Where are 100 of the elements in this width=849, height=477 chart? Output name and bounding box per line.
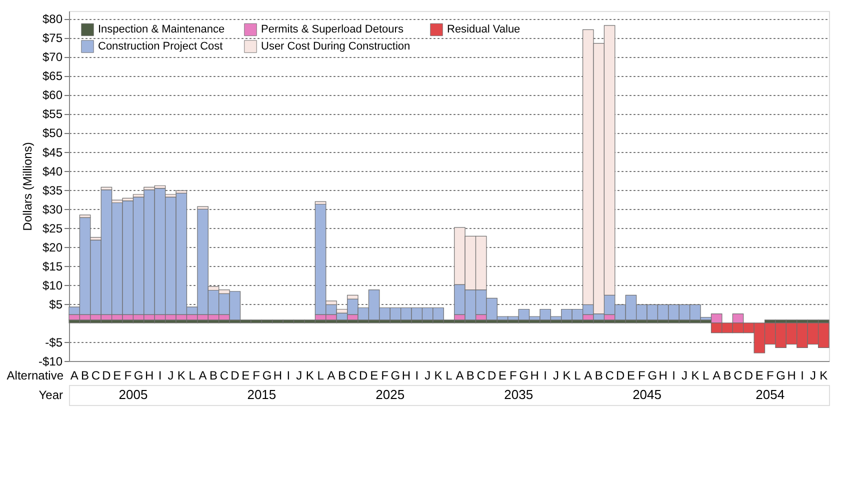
y-tick-label: $35 [42, 183, 63, 198]
x-tick-label: L [702, 368, 710, 382]
x-tick-label: J [168, 368, 174, 382]
x-tick-label: K [434, 368, 442, 382]
x-tick-label: G [648, 368, 658, 382]
text: Year [38, 388, 63, 402]
x-tick-label: D [487, 368, 496, 382]
x-tick-label: F [766, 368, 774, 382]
x-tick-label: F [124, 368, 132, 382]
y-tick-label: $80 [42, 12, 63, 26]
x-tick-label: K [177, 368, 186, 382]
x-tick-label: A [70, 368, 78, 382]
y-tick-label: $60 [42, 88, 63, 102]
legend-label: Permits & Superload Detours [261, 24, 404, 36]
x-tick-label: G [262, 368, 272, 382]
x-tick-label: A [456, 368, 464, 382]
x-tick-label: B [466, 368, 474, 382]
x-tick-label: A [327, 368, 336, 382]
y-tick-label: -$10 [38, 354, 63, 368]
y-tick-label: $30 [42, 202, 63, 216]
x-tick-label: I [286, 368, 290, 382]
text: 2035 [504, 387, 534, 402]
y-tick-label: $40 [42, 164, 63, 178]
x-tick-label: A [584, 368, 592, 382]
x-tick-label: I [544, 368, 548, 382]
y-tick-label: $50 [42, 126, 63, 140]
x-tick-label: G [776, 368, 786, 382]
x-tick-label: A [198, 368, 207, 382]
x-tick-label: E [113, 368, 122, 382]
y-tick-label: $15 [42, 259, 63, 274]
text: 2054 [756, 387, 785, 402]
x-tick-label: C [91, 368, 100, 382]
y-tick-label: -$5 [45, 335, 63, 350]
x-tick-label: J [424, 368, 431, 382]
x-tick-label: C [605, 368, 614, 382]
x-tick-label: C [220, 368, 229, 382]
x-tick-label: E [370, 368, 378, 382]
legend-label: Inspection & Maintenance [98, 24, 225, 36]
x-tick-label: H [530, 368, 539, 382]
x-tick-label: H [144, 368, 154, 382]
x-tick-label: E [498, 368, 507, 382]
x-tick-label: E [755, 368, 764, 382]
y-axis-title: Dollars (Millions) [20, 142, 34, 231]
x-tick-label: J [681, 368, 688, 382]
x-tick-label: D [230, 368, 240, 382]
x-tick-label: K [820, 368, 828, 382]
x-tick-label: B [594, 368, 603, 382]
text: 2045 [632, 387, 662, 402]
x-tick-label: G [134, 368, 144, 382]
text: 2025 [376, 387, 405, 402]
x-tick-label: G [390, 368, 400, 382]
x-tick-label: I [415, 368, 419, 382]
x-tick-label: K [562, 368, 571, 382]
x-tick-label: H [787, 368, 796, 382]
x-tick-label: I [158, 368, 162, 382]
x-tick-label: H [658, 368, 668, 382]
x-tick-label: F [510, 368, 517, 382]
x-tick-label: L [188, 368, 196, 382]
y-tick-label: $20 [42, 240, 63, 254]
legend-label: Residual Value [447, 24, 520, 36]
x-tick-label: J [296, 368, 302, 382]
x-tick-label: I [800, 368, 804, 382]
x-tick-label: F [252, 368, 260, 382]
x-tick-label: L [317, 368, 324, 382]
x-tick-label: G [519, 368, 529, 382]
x-tick-label: B [338, 368, 346, 382]
x-tick-label: B [210, 368, 218, 382]
legend-label: User Cost During Construction [261, 40, 410, 52]
y-tick-label: $45 [42, 145, 63, 160]
x-tick-label: K [691, 368, 700, 382]
y-tick-label: $5 [49, 297, 63, 312]
x-tick-label: B [81, 368, 90, 382]
x-tick-label: A [712, 368, 721, 382]
text: 2005 [118, 387, 148, 402]
x-tick-label: H [273, 368, 282, 382]
x-tick-label: F [638, 368, 646, 382]
x-tick-label: J [810, 368, 816, 382]
legend-label: Construction Project Cost [98, 40, 223, 52]
x-tick-label: J [553, 368, 560, 382]
x-tick-label: F [381, 368, 388, 382]
x-tick-label: C [734, 368, 743, 382]
y-tick-label: $25 [42, 221, 63, 236]
x-tick-label: C [348, 368, 358, 382]
y-tick-label: $70 [42, 50, 63, 64]
x-tick-label: B [723, 368, 732, 382]
y-tick-label: $65 [42, 69, 63, 84]
x-tick-label: E [626, 368, 635, 382]
x-tick-label: L [446, 368, 453, 382]
x-tick-label: H [402, 368, 411, 382]
y-tick-label: $10 [42, 278, 63, 292]
x-tick-label: D [744, 368, 754, 382]
x-tick-label: E [242, 368, 250, 382]
x-tick-label: L [574, 368, 582, 382]
x-tick-label: C [476, 368, 486, 382]
x-tick-label: D [616, 368, 625, 382]
x-tick-label: D [359, 368, 368, 382]
x-tick-label: I [672, 368, 676, 382]
x-tick-label: D [102, 368, 112, 382]
x-tick-label: K [306, 368, 314, 382]
text: 2015 [247, 387, 276, 402]
